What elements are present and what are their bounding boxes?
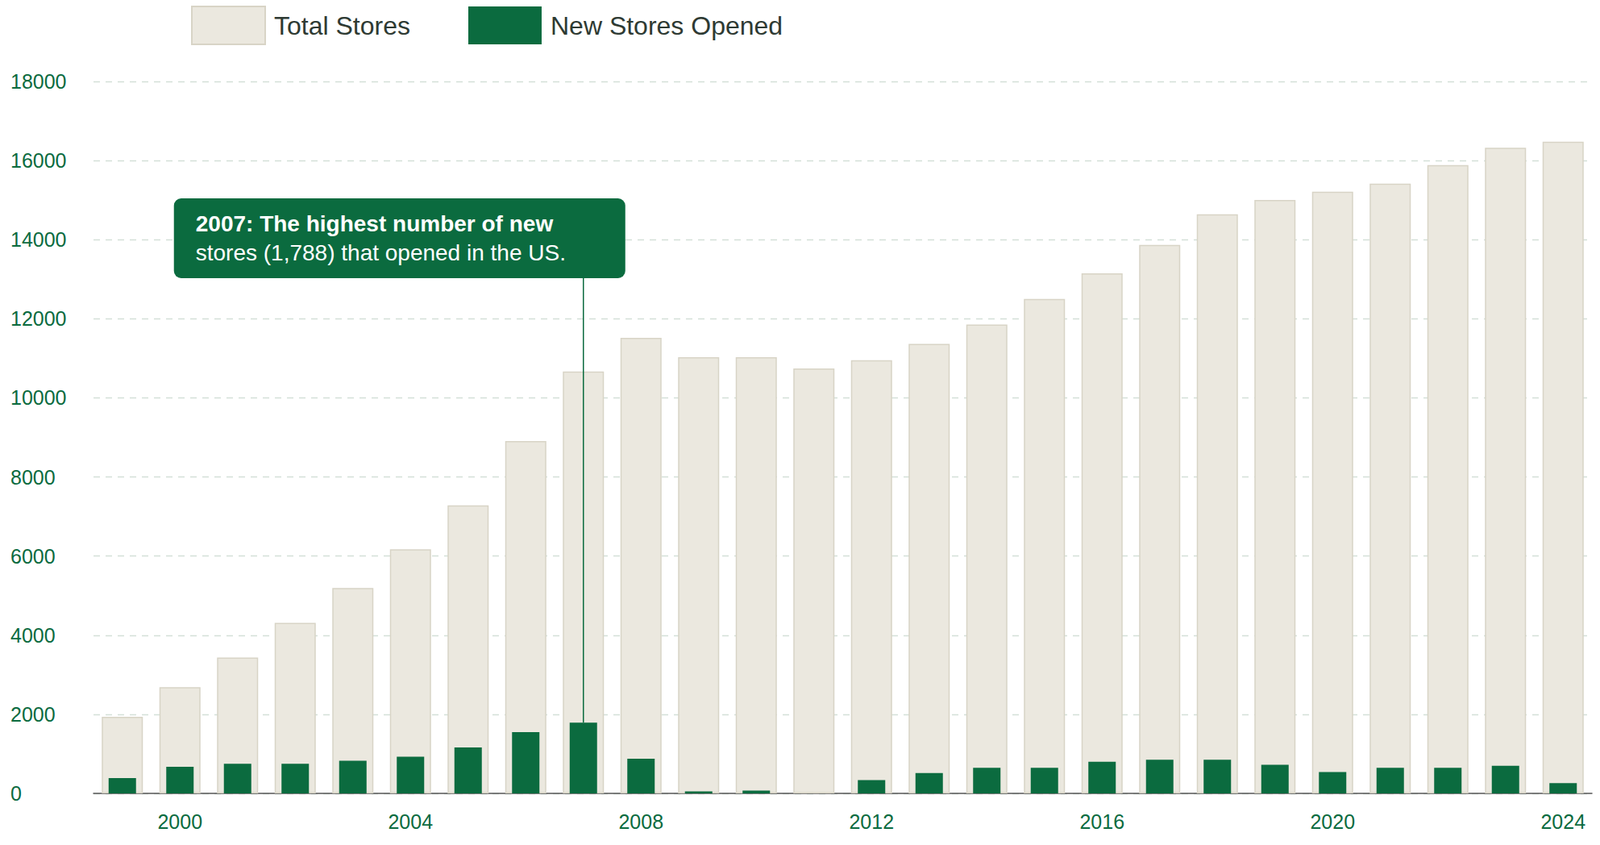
svg-text:stores (1,788) that opened in: stores (1,788) that opened in the US. <box>195 240 566 266</box>
svg-text:2004: 2004 <box>387 810 433 833</box>
svg-text:2024: 2024 <box>1540 810 1586 833</box>
svg-text:10000: 10000 <box>10 386 67 409</box>
svg-text:2012: 2012 <box>848 810 894 833</box>
svg-text:2016: 2016 <box>1079 810 1125 833</box>
svg-text:2007: The highest number of ne: 2007: The highest number of new <box>195 211 554 237</box>
svg-text:2020: 2020 <box>1309 810 1355 833</box>
svg-text:4000: 4000 <box>10 623 56 647</box>
svg-text:New Stores Opened: New Stores Opened <box>550 11 783 41</box>
svg-text:2008: 2008 <box>618 810 664 833</box>
svg-text:2000: 2000 <box>10 702 56 726</box>
svg-text:8000: 8000 <box>10 465 56 489</box>
svg-text:14000: 14000 <box>10 228 67 251</box>
svg-text:16000: 16000 <box>10 149 67 172</box>
svg-text:2000: 2000 <box>157 810 203 833</box>
svg-text:0: 0 <box>10 781 22 805</box>
svg-text:18000: 18000 <box>10 70 67 93</box>
svg-text:Total Stores: Total Stores <box>274 11 411 41</box>
svg-text:6000: 6000 <box>10 544 56 568</box>
svg-text:12000: 12000 <box>10 307 67 330</box>
